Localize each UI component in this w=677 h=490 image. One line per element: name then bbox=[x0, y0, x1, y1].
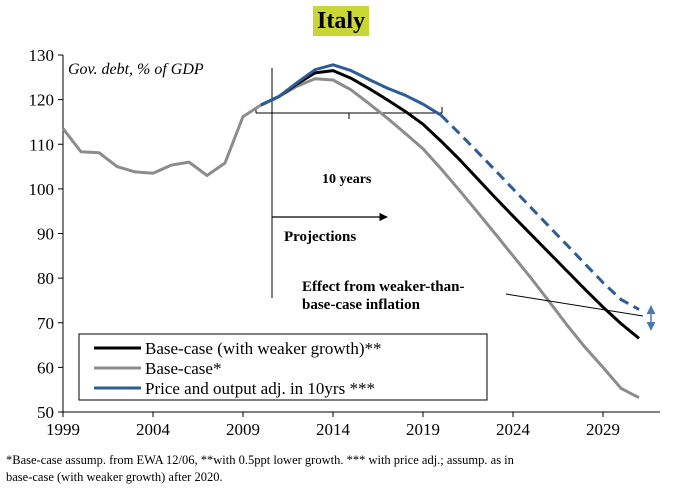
y-tick-label: 50 bbox=[37, 403, 54, 422]
y-tick-label: 90 bbox=[37, 225, 54, 244]
x-tick-label: 2019 bbox=[406, 420, 440, 439]
ten-years-label: 10 years bbox=[322, 172, 372, 187]
x-tick-label: 2014 bbox=[316, 420, 351, 439]
legend-label-weaker-growth: Base-case (with weaker growth)** bbox=[145, 339, 382, 358]
legend-box bbox=[78, 333, 488, 401]
footnote-line-1: *Base-case assump. from EWA 12/06, **wit… bbox=[6, 453, 514, 467]
y-tick-label: 130 bbox=[29, 46, 55, 65]
legend-label-price-output: Price and output adj. in 10yrs *** bbox=[145, 379, 375, 398]
series-line-price-output-adj bbox=[260, 63, 442, 117]
y-tick-label: 60 bbox=[37, 358, 54, 377]
projections-label: Projections bbox=[284, 229, 356, 245]
effect-annotation-line1: Effect from weaker-than- bbox=[302, 279, 464, 295]
effect-pointer-line bbox=[505, 293, 644, 317]
x-tick-label: 2009 bbox=[226, 420, 260, 439]
debt-line-chart: 50 60 70 80 90 100 110 120 130 1999 2004 2009 2014 2… bbox=[29, 46, 660, 439]
x-tick-label: 2029 bbox=[586, 420, 620, 439]
chart-title: Italy bbox=[313, 6, 369, 36]
legend-label-base-case: Base-case* bbox=[145, 359, 221, 378]
y-tick-label: 120 bbox=[29, 91, 55, 110]
legend: Base-case (with weaker growth)** Base-ca… bbox=[78, 333, 488, 401]
effect-annotation-line2: base-case inflation bbox=[302, 297, 421, 313]
y-tick-label: 110 bbox=[29, 135, 54, 154]
x-tick-label: 1999 bbox=[46, 420, 80, 439]
y-tick-label: 70 bbox=[37, 314, 54, 333]
series-line-weaker-growth bbox=[260, 69, 640, 340]
y-tick-label: 80 bbox=[37, 269, 54, 288]
series-line-price-output-adj-projection bbox=[439, 114, 640, 311]
x-tick-label: 2024 bbox=[496, 420, 531, 439]
x-tick-label: 2004 bbox=[136, 420, 171, 439]
y-tick-label: 100 bbox=[29, 180, 55, 199]
series-line-base-case bbox=[61, 77, 640, 400]
y-axis-label: Gov. debt, % of GDP bbox=[68, 61, 204, 78]
footnote-line-2: base-case (with weaker growth) after 202… bbox=[6, 470, 223, 484]
footnote: *Base-case assump. from EWA 12/06, **wit… bbox=[6, 452, 671, 486]
